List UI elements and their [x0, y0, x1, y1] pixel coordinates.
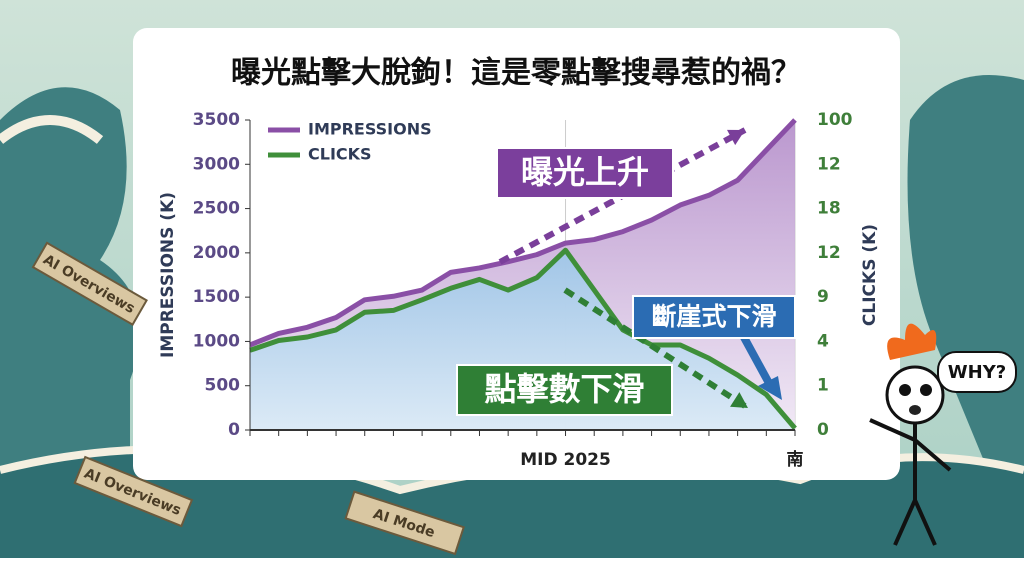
y2-tick-label: 4	[817, 331, 829, 351]
y2-tick-label: 100	[817, 110, 853, 130]
y-tick-label: 1500	[193, 287, 240, 307]
annotation-text: 斷崖式下滑	[651, 302, 776, 331]
x-tick-label: MID 2025	[520, 450, 611, 470]
y-axis-label: IMPRESSIONS (K)	[158, 192, 178, 358]
y2-tick-label: 12	[817, 154, 841, 174]
legend-label: CLICKS	[308, 145, 372, 164]
y-tick-label: 2500	[193, 199, 240, 219]
y2-tick-label: 18	[817, 199, 841, 219]
annotation-text: 曝光上升	[521, 153, 649, 191]
y2-tick-label: 9	[817, 287, 829, 307]
y-tick-label: 500	[205, 376, 241, 396]
y-tick-label: 1000	[193, 331, 240, 351]
why-text: WHY?	[948, 362, 1006, 383]
y2-tick-label: 0	[817, 420, 829, 440]
y-tick-label: 3500	[193, 110, 240, 130]
x-tick-label: 南	[787, 449, 804, 470]
y-tick-label: 2000	[193, 243, 240, 263]
y-tick-label: 3000	[193, 154, 240, 174]
y2-axis-label: CLICKS (K)	[860, 224, 880, 326]
y2-tick-label: 1	[817, 376, 829, 396]
annotation-text: 點擊數下滑	[484, 370, 644, 408]
chart-title: 曝光點擊大脫鉤！這是零點擊搜尋惹的禍？	[231, 56, 801, 91]
y2-tick-label: 12	[817, 243, 841, 263]
legend-label: IMPRESSIONS	[308, 120, 432, 139]
y-tick-label: 0	[228, 420, 240, 440]
